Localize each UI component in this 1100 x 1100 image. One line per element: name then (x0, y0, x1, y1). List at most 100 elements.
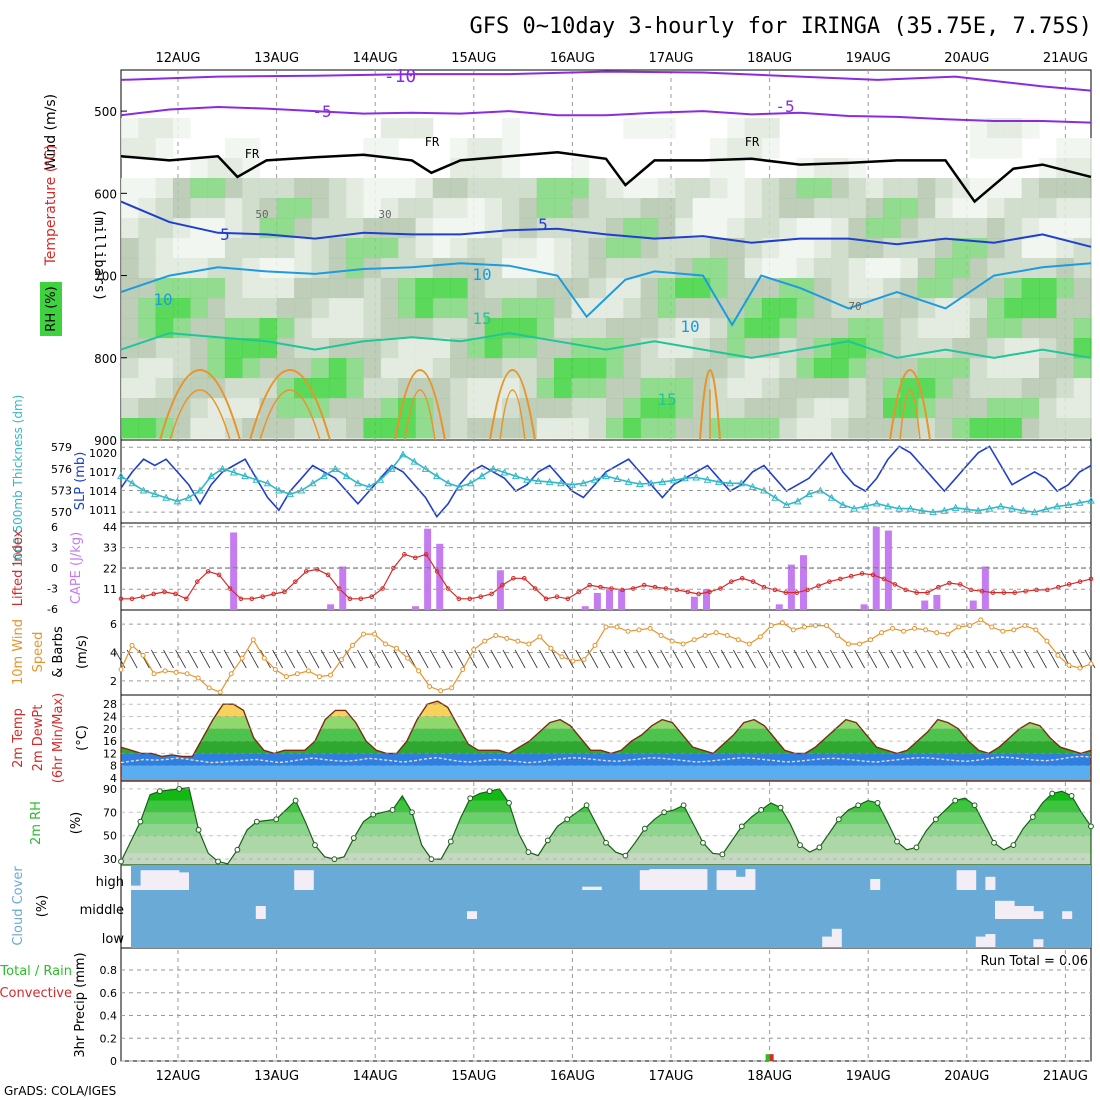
rh-cell (432, 318, 451, 339)
rh-cell (935, 418, 953, 439)
x-tick-bottom-14AUG: 14AUG (353, 1069, 398, 1084)
lifted-index-point (216, 572, 222, 578)
rh-cell (1073, 218, 1092, 239)
wind-speed-point (383, 641, 389, 647)
rh-cell (883, 298, 901, 319)
rh-cell (242, 358, 261, 379)
y-tick-temp: 12 (103, 747, 117, 760)
wind-speed-point (801, 624, 807, 630)
thickness-point (861, 502, 870, 510)
cloud-high-bar (591, 886, 602, 890)
rh-cell (1021, 118, 1040, 139)
rh-cell (675, 418, 694, 439)
wind-barb (575, 649, 587, 669)
thickness-point (1064, 500, 1073, 508)
rh-cell (311, 238, 330, 259)
rh-cell (467, 198, 486, 219)
rh-cell (779, 298, 798, 319)
lifted-index-point (729, 579, 734, 584)
rh-cell (796, 218, 815, 239)
y-tick-thickness: 576 (51, 463, 72, 476)
rh-cell (467, 138, 486, 159)
rh-cell (190, 238, 209, 259)
rh-cell (831, 158, 849, 179)
rh-cell (1021, 198, 1040, 219)
cloud-middle-bar (1014, 906, 1025, 919)
rh-cell (415, 218, 434, 239)
rh-cell (640, 318, 659, 339)
rh-cell (727, 298, 746, 319)
lifted-index-point (325, 572, 331, 578)
rh-cell (467, 178, 486, 199)
y-tick-precip: 0 (110, 1055, 117, 1068)
rh-cell (1039, 158, 1057, 179)
lifted-index-point (598, 584, 603, 590)
rh-cell (917, 178, 936, 199)
cape-bar (800, 555, 807, 610)
cloud-high-bar (956, 870, 967, 890)
wind-barb (611, 649, 623, 669)
rh-cell (259, 298, 278, 319)
rh-cell (917, 238, 936, 259)
wind-barb (648, 649, 659, 669)
wind-speed-point (956, 624, 962, 630)
wind-barb (805, 649, 817, 669)
rh-cell (744, 258, 763, 279)
y-tick-pressure: 700 (94, 270, 117, 284)
rh-cell (190, 278, 209, 299)
wind-speed-point (1022, 623, 1028, 629)
cape-bar (581, 606, 589, 610)
rh-cell (952, 318, 971, 339)
rh-cell (865, 258, 884, 279)
thickness-point (872, 499, 881, 507)
lifted-index-point (783, 590, 789, 595)
thickness-point (839, 500, 847, 508)
rh-cell (640, 418, 659, 439)
rh-cell (709, 278, 728, 299)
rh-cell (571, 238, 590, 259)
rh-cell (380, 198, 399, 219)
rh-cell (744, 118, 763, 139)
rh-cell (779, 378, 798, 399)
rh-cell (172, 358, 191, 379)
rh-cell (276, 398, 295, 419)
wind-barb (781, 649, 793, 669)
rh-cell (623, 358, 642, 379)
rh-cell (813, 378, 832, 399)
y-tick-li: -3 (47, 583, 58, 596)
wind-barb (987, 649, 999, 669)
cape-bar (436, 543, 444, 610)
cloud-high-bar (678, 869, 689, 890)
wind-barb (793, 649, 805, 669)
rh-cell (467, 338, 486, 359)
rh-cell (969, 138, 988, 159)
rh-cell (606, 198, 624, 219)
rh-cell (588, 178, 607, 199)
rh-cell (363, 138, 382, 159)
y-tick-rh: 70 (103, 806, 117, 819)
wind-speed-point (636, 627, 642, 633)
temp-band (121, 753, 1091, 767)
rh-cell (415, 398, 434, 419)
wind-barb (466, 649, 477, 669)
cloud-middle-bar (995, 900, 1005, 919)
cloud-middle-bar (255, 906, 266, 919)
rh-cell (294, 398, 313, 419)
contour-label: 10 (472, 265, 491, 284)
cloud-high-bar (697, 869, 708, 890)
rh-cell (224, 178, 243, 199)
lifted-index-point (151, 591, 156, 597)
rh-point (1049, 790, 1056, 797)
rh-cell (1004, 138, 1023, 159)
rh-cell (935, 198, 953, 219)
lifted-index-point (903, 587, 909, 593)
rh-cell (935, 178, 953, 199)
wind-barb (417, 649, 429, 669)
rh-cell (363, 278, 382, 299)
rh-cell (952, 298, 971, 319)
wind-barb (599, 649, 611, 669)
rh-cell (987, 278, 1005, 299)
rh-cell (987, 198, 1005, 219)
rh-cell (259, 258, 278, 279)
rh-cell (502, 358, 520, 379)
